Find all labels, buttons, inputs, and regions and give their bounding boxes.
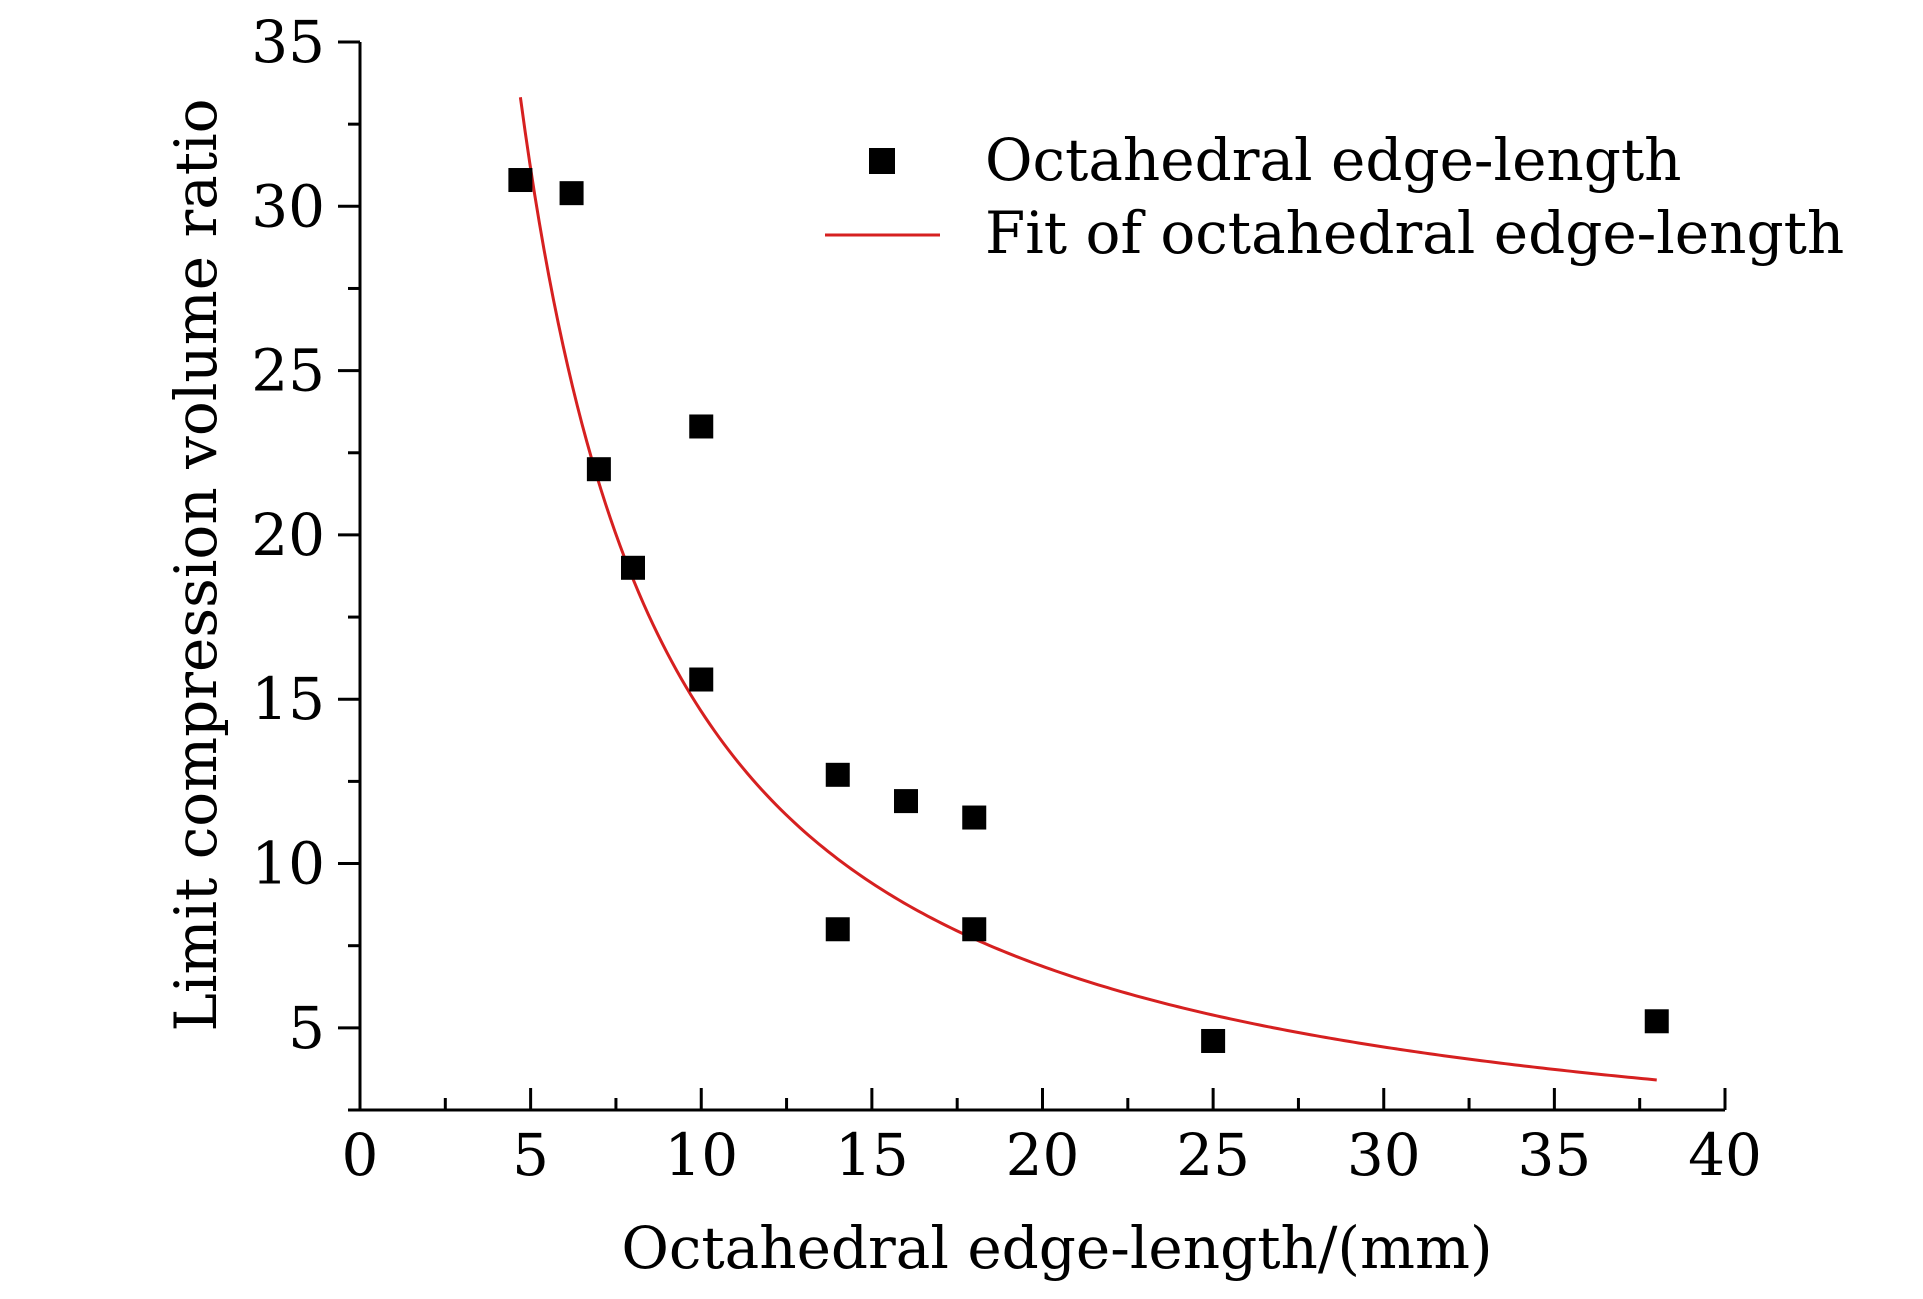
data-point bbox=[894, 789, 918, 814]
data-point bbox=[1644, 1009, 1669, 1034]
ticks bbox=[338, 40, 1727, 1112]
y-tick-label: 10 bbox=[251, 830, 325, 898]
data-point bbox=[962, 917, 987, 942]
legend: Octahedral edge-length Fit of octahedral… bbox=[825, 126, 1844, 267]
y-tick-label: 15 bbox=[251, 665, 325, 733]
data-point bbox=[962, 805, 987, 830]
x-tick-label: 15 bbox=[835, 1121, 909, 1189]
points-layer bbox=[508, 168, 1669, 1053]
data-point bbox=[621, 555, 645, 580]
y-tick-label: 30 bbox=[251, 172, 325, 240]
y-axis-title: Limit compression volume ratio bbox=[162, 98, 230, 1031]
legend-label-fit: Fit of octahedral edge-length bbox=[985, 199, 1844, 267]
fit-curve bbox=[518, 97, 1657, 1082]
x-tick-label: 5 bbox=[512, 1121, 549, 1189]
y-tick-label: 25 bbox=[251, 337, 325, 405]
legend-marker-square-icon bbox=[869, 148, 895, 174]
x-tick-label: 30 bbox=[1347, 1121, 1421, 1189]
x-tick-label: 20 bbox=[1006, 1121, 1080, 1189]
data-point bbox=[586, 457, 611, 482]
data-point bbox=[508, 168, 533, 193]
x-tick-label: 0 bbox=[342, 1121, 379, 1189]
y-tick-label: 35 bbox=[251, 8, 325, 76]
legend-label-scatter: Octahedral edge-length bbox=[985, 126, 1682, 194]
x-tick-label: 40 bbox=[1688, 1121, 1762, 1189]
x-axis-title: Octahedral edge-length/(mm) bbox=[621, 1214, 1492, 1282]
x-tick-label: 10 bbox=[664, 1121, 738, 1189]
data-point bbox=[559, 181, 584, 206]
data-point bbox=[1201, 1028, 1226, 1053]
y-tick-label: 5 bbox=[288, 994, 325, 1062]
y-tick-label: 20 bbox=[251, 501, 325, 569]
fit-layer bbox=[518, 97, 1657, 1082]
data-point bbox=[689, 667, 714, 692]
x-tick-label: 35 bbox=[1517, 1121, 1591, 1189]
data-point bbox=[689, 414, 714, 439]
x-tick-label: 25 bbox=[1176, 1121, 1250, 1189]
data-point bbox=[825, 762, 850, 787]
data-point bbox=[825, 917, 850, 942]
